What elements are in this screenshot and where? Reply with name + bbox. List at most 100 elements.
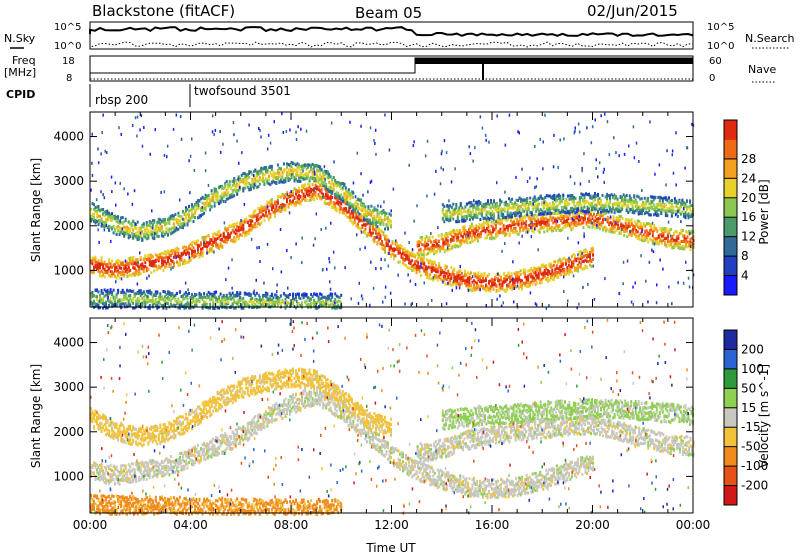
band-b-cell [177, 227, 180, 231]
band-a-cell [371, 227, 374, 231]
band-a-cell [543, 272, 546, 276]
band-a-cell [555, 273, 558, 277]
band-b-cell [313, 179, 316, 183]
band-c-cell [446, 235, 449, 239]
band-b-cell [132, 228, 135, 232]
band-a-cell [310, 198, 313, 201]
band-b-cell [212, 197, 215, 201]
band-a-cell [365, 234, 368, 238]
band-c-cell [478, 222, 481, 226]
band-a-cell [177, 264, 180, 268]
band-b-cell [204, 193, 207, 197]
band-d-cell [541, 212, 544, 216]
band-a-cell [129, 261, 132, 265]
band-c-cell [470, 236, 473, 240]
band-a-cell [150, 253, 153, 257]
band-d-cell [603, 204, 606, 208]
band-b-cell [141, 238, 144, 242]
band-b-cell [224, 181, 227, 185]
band-b-cell [117, 229, 120, 233]
band-a-cell [358, 219, 361, 223]
band-c-cell [476, 239, 479, 243]
band-a-cell [432, 268, 435, 272]
band-c-cell [493, 227, 496, 231]
band-a-cell [197, 248, 199, 252]
band-a-cell [557, 270, 560, 274]
band-a-cell [163, 250, 166, 254]
band-b-cell [123, 234, 126, 238]
band-c-cell [427, 237, 430, 241]
band-a-cell [225, 227, 228, 231]
band-a-cell [592, 253, 594, 257]
band-b-cell [159, 229, 162, 233]
band-b-cell [322, 176, 325, 180]
band-d-cell [485, 213, 488, 217]
band-d-cell [502, 216, 505, 220]
band-a-cell [572, 253, 575, 257]
band-c-cell [678, 242, 681, 246]
band-a-cell [444, 267, 447, 271]
band-c-cell [529, 219, 532, 223]
band-b-cell [106, 215, 109, 219]
band-a-cell [447, 269, 450, 273]
band-a-cell [409, 260, 412, 264]
band-b-cell [215, 189, 218, 193]
band-c-cell [663, 237, 666, 241]
band-a-cell [204, 244, 207, 248]
band-b-cell [284, 168, 287, 172]
band-d-cell [479, 211, 482, 215]
band-d-cell [578, 196, 581, 199]
band-d-cell [585, 192, 587, 196]
band-a-cell [399, 251, 401, 255]
band-a-cell [302, 186, 305, 190]
band-a-cell [249, 215, 252, 218]
band-a-cell [583, 267, 585, 270]
band-a-cell [488, 281, 490, 285]
band-a-cell [150, 260, 153, 264]
band-c-cell [455, 244, 458, 248]
band-b-cell [159, 222, 162, 226]
band-a-cell [157, 264, 160, 268]
band-d-cell [600, 203, 602, 207]
band-a-cell [564, 273, 567, 276]
band-c-cell [615, 218, 618, 222]
band-d-cell [580, 196, 583, 199]
band-b-cell [313, 166, 316, 170]
band-a-cell [552, 272, 555, 276]
band-b-cell [100, 219, 103, 222]
band-b-cell [329, 186, 332, 190]
band-d-cell [538, 202, 541, 206]
band-a-cell [160, 258, 163, 262]
band-b-cell [379, 210, 382, 214]
band-b-cell [225, 180, 228, 183]
band-b-cell [186, 207, 189, 211]
band-a-cell [267, 218, 270, 222]
band-c-cell [597, 217, 600, 221]
band-d-cell [511, 206, 514, 210]
band-a-cell [323, 200, 326, 204]
band-a-cell [106, 265, 109, 269]
band-c-cell [522, 226, 525, 230]
band-a-cell [344, 202, 347, 206]
band-a-cell [356, 217, 359, 221]
band-c-cell [609, 221, 612, 225]
band-c-cell [416, 240, 419, 244]
band-c-cell [502, 227, 505, 230]
band-a-cell [261, 206, 264, 210]
band-c-cell [639, 224, 642, 228]
band-b-cell [124, 228, 127, 232]
band-c-cell [445, 231, 448, 235]
band-b-cell [136, 237, 139, 241]
band-c-cell [424, 244, 427, 248]
band-a-cell [509, 276, 512, 280]
band-b-cell [376, 225, 379, 229]
band-a-cell [139, 255, 142, 259]
band-b-cell [103, 225, 106, 229]
band-a-cell [305, 190, 308, 194]
band-c-cell [600, 224, 603, 228]
band-a-cell [590, 247, 593, 251]
band-d-cell [550, 211, 553, 215]
band-b-cell [340, 198, 343, 202]
band-c-cell [672, 231, 675, 235]
band-a-cell [546, 270, 549, 274]
